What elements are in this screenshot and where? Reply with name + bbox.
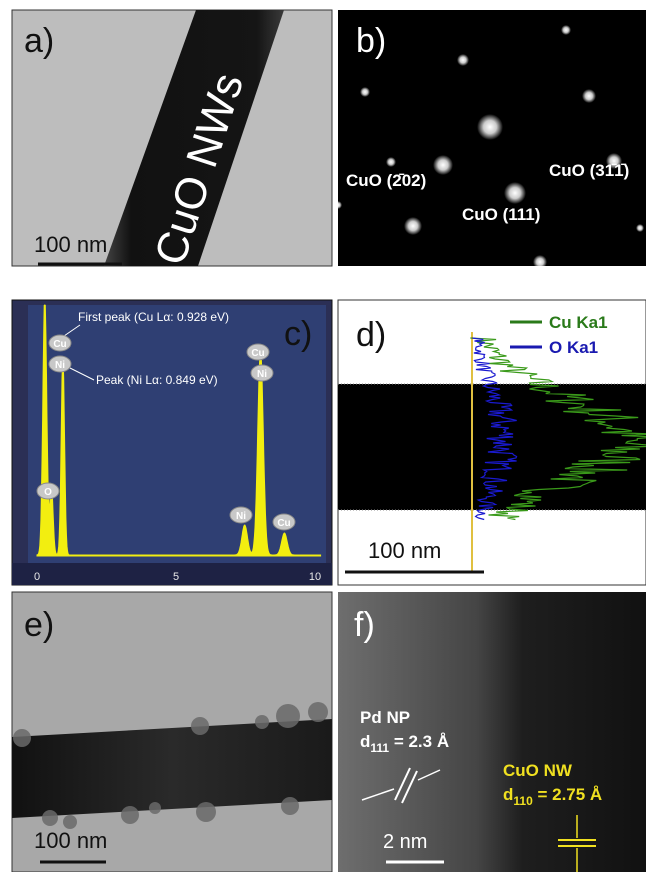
legend-entry: O Ka1	[549, 338, 598, 357]
axis-tick-label: 10	[309, 571, 321, 583]
diffraction-spot	[636, 224, 644, 232]
diffraction-spot	[606, 153, 622, 169]
panel-label: f)	[354, 606, 375, 644]
panel-label: d)	[356, 316, 386, 354]
panel-label: b)	[356, 22, 386, 60]
axis-tick-label: 5	[173, 571, 179, 583]
figure: a) CuO NWs 100 nm b) CuO (31̄1̄) CuO (2̄…	[0, 0, 646, 872]
peak-label: Ni	[55, 360, 65, 371]
peak-label: O	[44, 487, 52, 498]
nanoparticle	[191, 717, 209, 735]
diffraction-spot	[360, 87, 370, 97]
panel-label: a)	[24, 22, 54, 60]
nanoparticle	[196, 802, 216, 822]
nanoparticle	[13, 729, 31, 747]
panel-frame	[338, 592, 646, 872]
nanoparticle	[63, 815, 77, 829]
peak-label: Cu	[251, 348, 264, 359]
nanoparticle	[281, 797, 299, 815]
diffraction-spot	[477, 114, 503, 140]
peak-label: Ni	[257, 369, 267, 380]
peak-label: Cu	[277, 518, 290, 529]
scale-bar-label: 100 nm	[368, 538, 441, 563]
nanoparticle	[121, 806, 139, 824]
nanoparticle	[276, 704, 300, 728]
diffraction-spot	[404, 217, 422, 235]
legend-entry: Cu Ka1	[549, 313, 608, 332]
panel-e: e) 100 nm	[12, 592, 332, 872]
panel-a: a) CuO NWs 100 nm	[12, 10, 332, 271]
diffraction-spot	[533, 255, 547, 269]
nanoparticle	[255, 715, 269, 729]
panel-f: f) Pd NP d111 = 2.3 Å CuO NW d110 = 2.75…	[338, 592, 646, 872]
spot-label: CuO (111)	[462, 205, 540, 224]
nanoparticle	[308, 702, 328, 722]
annotation: Peak (Ni Lα: 0.849 eV)	[96, 373, 218, 387]
diffraction-spot	[582, 89, 596, 103]
diffraction-spot	[457, 54, 469, 66]
scale-bar-label: 100 nm	[34, 828, 107, 853]
diffraction-spot	[386, 157, 396, 167]
panel-label: e)	[24, 606, 54, 644]
scale-bar-label: 100 nm	[34, 232, 107, 257]
peak-label: Cu	[53, 339, 66, 350]
diffraction-spot	[334, 201, 342, 209]
diffraction-spot	[504, 182, 526, 204]
nanoparticle	[149, 802, 161, 814]
panel-b: b) CuO (31̄1̄) CuO (2̄02) CuO (111)	[334, 10, 646, 297]
panel-d: d) Cu Ka1 O Ka1 100 nm	[338, 300, 646, 585]
peak-label: Ni	[236, 511, 246, 522]
annotation: First peak (Cu Lα: 0.928 eV)	[78, 310, 229, 324]
particle-name: Pd NP	[360, 708, 410, 727]
wire-name: CuO NW	[503, 761, 573, 780]
nanoparticle	[42, 810, 58, 826]
scale-bar-label: 2 nm	[383, 831, 427, 853]
spot-label: CuO (2̄02)	[346, 171, 426, 190]
diffraction-spot	[431, 287, 441, 297]
panel-label: c)	[284, 315, 312, 353]
diffraction-spot	[433, 155, 453, 175]
diffraction-spot	[561, 25, 571, 35]
axis-tick-label: 0	[34, 571, 40, 583]
panel-c: c) First peak (Cu Lα: 0.928 eV) Peak (Ni…	[12, 300, 332, 585]
